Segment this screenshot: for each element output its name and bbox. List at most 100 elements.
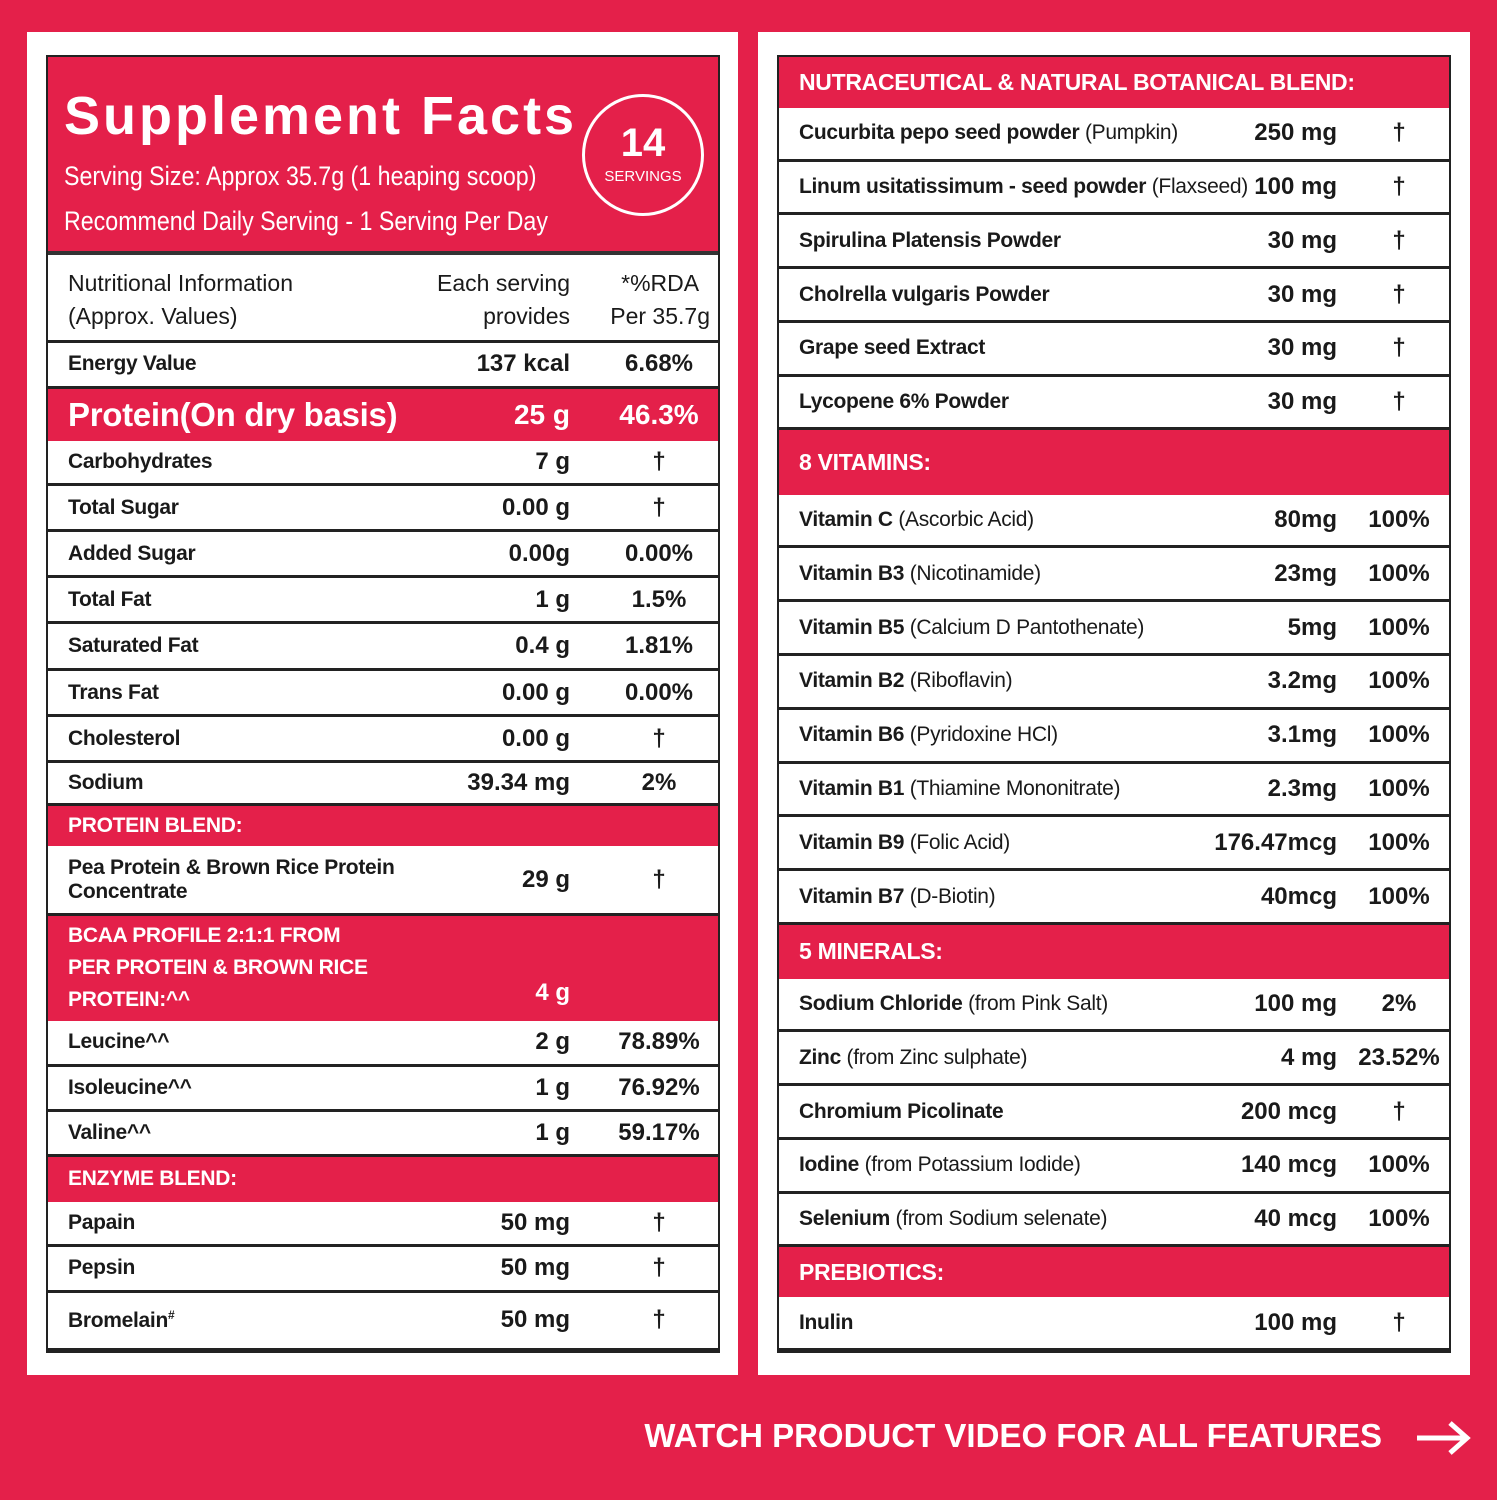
ingredient-row: Cholrella vulgaris Powder 30 mg † <box>779 269 1449 323</box>
nutrient-row: Pepsin 50 mg † <box>48 1247 718 1293</box>
nutrient-row: Energy Value 137 kcal 6.68% <box>48 343 718 389</box>
nutrient-row: Added Sugar 0.00g 0.00% <box>48 532 718 579</box>
nutrient-name: Total Sugar <box>68 495 179 519</box>
rda: 100% <box>1368 882 1430 910</box>
amount: 30 mg <box>1267 388 1337 416</box>
serving-size: Serving Size: Approx 35.7g (1 heaping sc… <box>64 161 537 191</box>
nutrient-row: Valine^^ 1 g 59.17% <box>48 1112 718 1157</box>
ingredient-row: Selenium (from Sodium selenate) 40 mcg 100… <box>779 1194 1449 1248</box>
nutrient-name: Trans Fat <box>68 680 159 704</box>
heading-line: Each serving <box>437 270 570 296</box>
amount: 250 mg <box>1254 119 1337 147</box>
amount: 23mg <box>1274 559 1337 587</box>
nutrient-row: Sodium 39.34 mg 2% <box>48 763 718 807</box>
section-title: NUTRACEUTICAL & NATURAL BOTANICAL BLEND: <box>799 68 1355 95</box>
ingredient-name: Vitamin B2 (Riboflavin) <box>799 669 1013 693</box>
rda: † <box>1392 1308 1406 1336</box>
nutrient-name: Isoleucine^^ <box>68 1075 192 1099</box>
rda: 78.89% <box>618 1028 700 1056</box>
nutrient-name: Pea Protein & Brown Rice Protein Concent… <box>68 855 395 903</box>
rda: † <box>1392 172 1406 200</box>
left-panel: Supplement Facts Serving Size: Approx 35… <box>27 32 738 1375</box>
rda: 100% <box>1368 1205 1430 1233</box>
column-header: Nutritional Information (Approx. Values) E… <box>48 255 718 343</box>
ingredient-detail: (Pumpkin) <box>1084 121 1178 145</box>
ingredient-name: Spirulina Platensis Powder <box>799 228 1061 252</box>
amount: 0.00 g <box>501 724 570 752</box>
facts-table: Supplement Facts Serving Size: Approx 35… <box>46 55 720 1353</box>
amount: 100 mg <box>1254 989 1337 1017</box>
nutrient-row: Bromelain# 50 mg † <box>48 1293 718 1351</box>
rda: 100% <box>1368 828 1430 856</box>
rda: 2% <box>641 769 677 797</box>
ingredient-detail: (D-Biotin) <box>909 884 996 908</box>
section-title: 5 MINERALS: <box>799 938 943 965</box>
amount: 200 mcg <box>1240 1097 1337 1125</box>
amount: 1 g <box>535 1118 570 1146</box>
nutrient-name: Sodium <box>68 771 144 795</box>
servings-badge: 14 SERVINGS <box>582 94 704 216</box>
ingredient-detail: (Calcium D Pantothenate) <box>909 615 1145 639</box>
ingredient-detail: (from Potassium Iodide) <box>864 1153 1081 1177</box>
amount: 0.00 g <box>501 493 570 521</box>
ingredient-row: Lycopene 6% Powder 30 mg † <box>779 377 1449 431</box>
nutrient-name: Carbohydrates <box>68 450 213 474</box>
rda: 1.5% <box>631 585 687 613</box>
nutrient-name: Added Sugar <box>68 541 196 565</box>
ingredient-row: Vitamin B2 (Riboflavin) 3.2mg 100% <box>779 656 1449 710</box>
rda: † <box>652 448 666 476</box>
right-panel: NUTRACEUTICAL & NATURAL BOTANICAL BLEND:… <box>758 32 1470 1375</box>
section-title: BCAA PROFILE 2:1:1 FROM PER PROTEIN & BR… <box>68 924 368 1012</box>
nutrient-row: Total Fat 1 g 1.5% <box>48 578 718 625</box>
ingredient-detail: (Riboflavin) <box>909 669 1013 693</box>
ingredient-name: Vitamin C (Ascorbic Acid) <box>799 508 1034 532</box>
rda: 6.68% <box>624 350 694 378</box>
ingredient-detail: (Folic Acid) <box>909 830 1011 854</box>
heading-line: Per 35.7g <box>610 303 710 329</box>
rda: 100% <box>1368 774 1430 802</box>
section-title: 8 VITAMINS: <box>799 449 931 476</box>
section-amount: 4 g <box>535 978 570 1006</box>
rda: 100% <box>1368 613 1430 641</box>
rda: 2% <box>1381 989 1417 1017</box>
amount: 0.00g <box>508 539 570 567</box>
ingredient-name: Vitamin B7 (D-Biotin) <box>799 884 996 908</box>
rda: † <box>652 1254 666 1282</box>
ingredient-name: Zinc (from Zinc sulphate) <box>799 1045 1028 1069</box>
ingredient-row: Vitamin C (Ascorbic Acid) 80mg 100% <box>779 495 1449 549</box>
nutrient-row: Cholesterol 0.00 g † <box>48 717 718 763</box>
ingredient-name: Cholrella vulgaris Powder <box>799 282 1050 306</box>
ingredient-name: Vitamin B9 (Folic Acid) <box>799 830 1011 854</box>
ingredient-detail: (from Pink Salt) <box>968 991 1108 1015</box>
title: Supplement Facts <box>64 86 578 146</box>
amount: 30 mg <box>1267 226 1337 254</box>
amount: 1 g <box>535 585 570 613</box>
ingredient-row: Vitamin B1 (Thiamine Mononitrate) 2.3mg 10… <box>779 764 1449 818</box>
rda: 46.3% <box>619 399 699 431</box>
ingredient-row: Vitamin B5 (Calcium D Pantothenate) 5mg 10… <box>779 602 1449 656</box>
nutrient-name: Pepsin <box>68 1256 136 1280</box>
ingredient-row: Vitamin B3 (Nicotinamide) 23mg 100% <box>779 548 1449 603</box>
nutrient-row: Total Sugar 0.00 g † <box>48 486 718 533</box>
ingredient-row: Linum usitatissimum - seed powder (Flaxs… <box>779 162 1449 216</box>
amount: 1 g <box>535 1073 570 1101</box>
rda: † <box>1392 388 1406 416</box>
column-heading: *%RDA Per 35.7g <box>610 267 710 333</box>
heading-line: Nutritional Information <box>68 270 293 296</box>
ingredient-name: Lycopene 6% Powder <box>799 390 1009 414</box>
amount: 29 g <box>521 865 570 893</box>
ingredient-detail: (from Zinc sulphate) <box>846 1045 1028 1069</box>
ingredient-name: Vitamin B3 (Nicotinamide) <box>799 561 1041 585</box>
amount: 50 mg <box>500 1306 570 1334</box>
rda: † <box>652 1306 666 1334</box>
amount: 3.1mg <box>1267 721 1337 749</box>
section-row: NUTRACEUTICAL & NATURAL BOTANICAL BLEND: <box>779 57 1449 108</box>
cta[interactable]: WATCH PRODUCT VIDEO FOR ALL FEATURES <box>644 1417 1382 1454</box>
rda: 100% <box>1368 1151 1430 1179</box>
amount: 30 mg <box>1267 280 1337 308</box>
ingredient-row: Zinc (from Zinc sulphate) 4 mg 23.52% <box>779 1032 1449 1087</box>
column-heading: Each serving provides <box>437 267 570 333</box>
amount: 137 kcal <box>476 350 570 378</box>
amount: 2 g <box>535 1028 570 1056</box>
nutrient-name: Protein(On dry basis) <box>68 396 398 434</box>
